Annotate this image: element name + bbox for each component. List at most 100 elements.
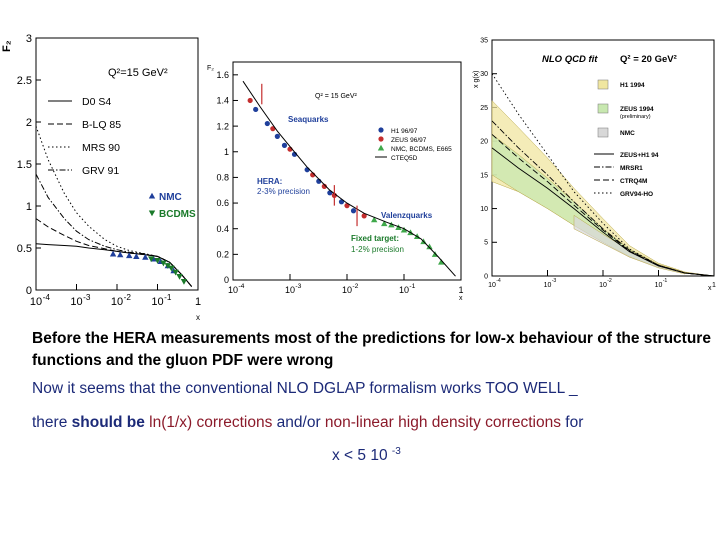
c2-ytick-label: 0.6	[216, 198, 229, 208]
c2-label-hera: HERA:	[257, 177, 282, 186]
c3-xtick-exp: -1	[663, 278, 668, 284]
c2-xtick-label: 1	[458, 285, 463, 295]
c2-data-point	[426, 243, 433, 250]
c2-xtick-exp: -3	[295, 283, 301, 290]
c2-ytick-label: 1	[224, 147, 229, 157]
c3-yaxis-label: x g(x)	[473, 71, 480, 89]
c2-xaxis-label: x	[459, 295, 463, 302]
c2-xtick-label: 10	[228, 285, 238, 295]
c2-label-hera-precision: 2-3% precision	[257, 187, 310, 196]
c3-ytick-label: 10	[480, 206, 488, 213]
c2-xtick-exp: -2	[352, 283, 358, 290]
c1-legend-marker	[148, 192, 156, 199]
c2-xtick-label: 10	[285, 285, 295, 295]
threshold-value: x < 5 10	[332, 447, 392, 464]
c2-ytick-label: 1.4	[216, 96, 229, 106]
c1-data-point	[142, 254, 149, 260]
c1-data-point	[164, 263, 172, 269]
c3-xtick-exp: -3	[552, 278, 557, 284]
c1-xtick-label: 10	[151, 296, 163, 308]
c1-ytick-label: 1	[26, 201, 32, 213]
c2-data-point	[361, 213, 367, 219]
c3-ytick-label: 35	[480, 37, 488, 44]
c3-ytick-label: 15	[480, 172, 488, 179]
c3-legend-label: MRSR1	[620, 165, 643, 172]
c3-legend-label: H1 1994	[620, 82, 645, 89]
c2-xtick-exp: -1	[409, 283, 415, 290]
c2-legend-label: H1 96/97	[391, 128, 418, 135]
c2-data-point	[388, 221, 395, 228]
c2-data-point	[370, 216, 378, 223]
c1-data-point	[154, 258, 161, 264]
c2-legend-marker	[378, 136, 384, 142]
c1-xtick-label: 10	[70, 296, 82, 308]
dglap-statement: Now it seems that the conventional NLO D…	[32, 380, 578, 397]
c1-series-line	[35, 218, 193, 287]
c1-yaxis-label: F₂	[1, 40, 13, 52]
c2-legend-label: NMC, BCDMS, E665	[391, 146, 452, 153]
c1-ytick-label: 0.5	[17, 243, 32, 255]
c1-data-point	[172, 269, 179, 276]
c3-ytick-label: 25	[480, 105, 488, 112]
c3-series-line	[491, 120, 715, 277]
c1-data-point	[148, 256, 155, 263]
c3-legend-swatch	[597, 103, 609, 114]
c3-ytick-label: 5	[484, 240, 488, 247]
c2-label-valence: Valenzquarks	[381, 211, 433, 220]
c3-ytick-label: 20	[480, 139, 488, 146]
c2-ytick-label: 0.8	[216, 173, 229, 183]
c1-series-line	[35, 173, 193, 287]
c2-xtick-label: 10	[342, 285, 352, 295]
c1-legend-label: B-LQ 85	[82, 119, 121, 131]
c2-data-point	[247, 97, 253, 104]
c2-ytick-label: 0.4	[216, 224, 229, 234]
conclusion-text: Before the HERA measurements most of the…	[32, 330, 711, 369]
c3-annotation: Q² = 20 GeV²	[620, 54, 677, 65]
c2-label-fixed: Fixed target:	[351, 234, 399, 243]
c3-legend-note: (preliminary)	[620, 114, 651, 120]
c1-legend-label: BCDMS	[159, 209, 196, 220]
c1-data-point	[168, 265, 175, 272]
text-there: there	[32, 414, 72, 431]
c2-data-point	[381, 220, 388, 227]
c3-xtick-exp: -4	[496, 278, 501, 284]
c3-series-line	[491, 147, 715, 277]
c3-xtick-exp: -2	[607, 278, 612, 284]
c2-legend-marker	[378, 127, 384, 133]
c1-ytick-label: 2.5	[17, 75, 32, 87]
c3-legend-swatch	[597, 127, 609, 138]
c2-data-point	[274, 133, 280, 139]
x-threshold: x < 5 10 -3	[332, 446, 401, 465]
c1-legend-label: NMC	[159, 192, 182, 203]
c3-xtick-label: 10	[655, 282, 663, 289]
c3-ytick-label: 30	[480, 71, 488, 78]
c2-data-point	[350, 208, 357, 214]
threshold-exponent: -3	[391, 446, 401, 457]
c1-xtick-exp: -2	[124, 293, 132, 302]
c3-legend-label: NMC	[620, 130, 635, 137]
c1-data-point	[125, 252, 133, 259]
c2-data-point	[281, 142, 288, 148]
c2-label-sea: Seaquarks	[288, 115, 329, 124]
c3-xtick-label: 10	[544, 282, 552, 289]
c1-data-point	[109, 250, 117, 257]
text-corrections: corrections	[192, 414, 273, 431]
c3-xtick-label: 10	[488, 282, 496, 289]
c1-xtick-exp: -4	[43, 293, 51, 302]
c3-ytick-label: 0	[484, 273, 488, 280]
c2-annotation: Q² = 15 GeV²	[315, 93, 357, 100]
corrections-statement: there should be ln(1/x) corrections and/…	[32, 414, 583, 432]
c3-series-line	[491, 73, 715, 277]
c1-ytick-label: 1.5	[17, 159, 32, 171]
text-should-be: should be	[71, 414, 145, 431]
c3-series-line	[491, 134, 715, 277]
c1-xaxis-label: x	[196, 313, 200, 322]
c2-ytick-label: 1.6	[216, 70, 229, 80]
c2-ytick-label: 0	[224, 275, 229, 285]
c2-curve	[242, 80, 456, 277]
c3-legend-swatch	[597, 79, 609, 90]
c1-xtick-exp: -1	[164, 293, 172, 302]
c2-data-point	[438, 258, 445, 265]
text-ln-term: ln(1/x)	[144, 414, 193, 431]
